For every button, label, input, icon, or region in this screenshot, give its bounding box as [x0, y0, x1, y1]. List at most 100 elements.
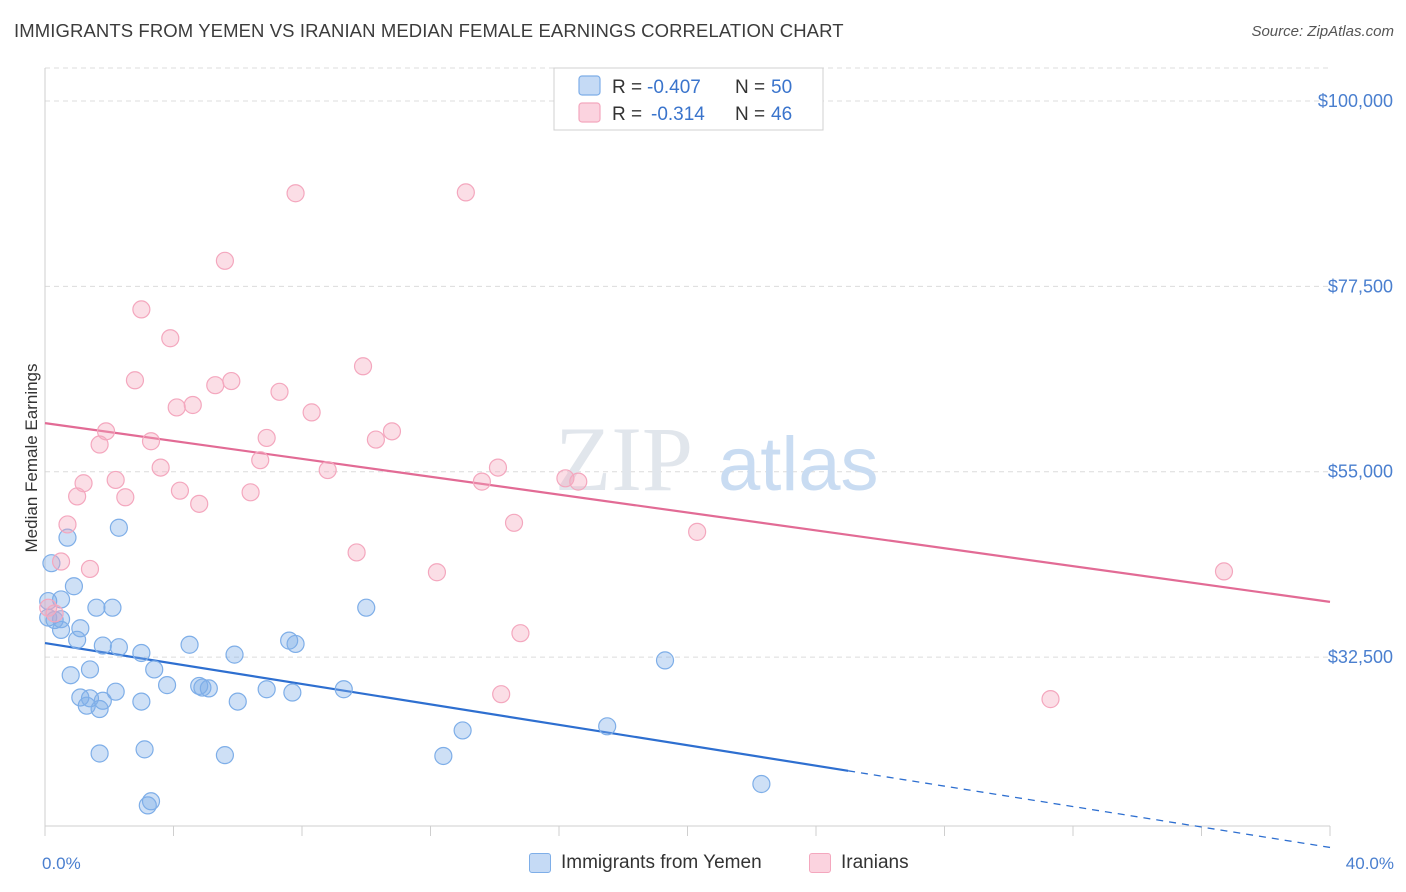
- data-point: [270, 382, 289, 401]
- data-point: [347, 543, 366, 562]
- legend-n-value-2: 46: [771, 104, 792, 125]
- data-point: [382, 422, 402, 441]
- data-point: [199, 679, 218, 698]
- data-point: [228, 692, 247, 711]
- data-point: [286, 634, 305, 654]
- data-point: [357, 598, 376, 617]
- data-point: [103, 598, 122, 617]
- y-axis-label: Median Female Earnings: [22, 364, 41, 553]
- watermark: ZIP atlas: [555, 408, 879, 510]
- legend-n-value-1: 50: [771, 77, 792, 98]
- data-point: [141, 432, 161, 451]
- data-point: [141, 792, 161, 811]
- legend-label-yemen: Immigrants from Yemen: [561, 852, 762, 873]
- data-point: [58, 528, 77, 547]
- legend-r-label-1: R =: [612, 77, 642, 98]
- data-point: [96, 422, 116, 441]
- axes: [44, 68, 1331, 836]
- data-point: [109, 518, 128, 537]
- data-point: [688, 522, 707, 541]
- data-point: [488, 458, 508, 477]
- y-tick-label: $100,000: [1318, 91, 1393, 111]
- data-point: [283, 683, 302, 702]
- y-tick-label: $32,500: [1328, 647, 1393, 667]
- source-label: Source: ZipAtlas.com: [1251, 23, 1394, 40]
- trend-line-0: [44, 642, 849, 772]
- data-point: [1041, 690, 1060, 709]
- data-point: [93, 691, 112, 710]
- data-point: [151, 458, 170, 477]
- data-point: [453, 721, 472, 740]
- data-point: [90, 744, 109, 763]
- legend-swatch-yemen: [578, 75, 601, 96]
- data-point: [132, 300, 151, 319]
- legend-r-value-1: -0.407: [647, 77, 701, 98]
- data-point: [145, 660, 164, 679]
- data-point: [504, 513, 524, 532]
- data-point: [80, 559, 100, 579]
- watermark-atlas: atlas: [718, 422, 879, 507]
- x-tick-labels: 0.0% 40.0%: [42, 854, 1394, 873]
- data-point: [51, 552, 71, 571]
- y-tick-label: $77,500: [1328, 276, 1393, 296]
- data-point: [215, 251, 234, 270]
- data-point: [434, 746, 453, 766]
- legend-swatch-yemen-bottom: [529, 853, 551, 873]
- data-point: [132, 643, 151, 663]
- data-point: [116, 488, 135, 507]
- trend-line-1: [44, 422, 1331, 603]
- x-tick-label-end: 40.0%: [1346, 854, 1394, 873]
- legend-swatch-iranians: [578, 102, 601, 123]
- data-point: [257, 680, 276, 699]
- data-point: [366, 430, 385, 449]
- data-points: [39, 183, 1234, 815]
- data-point: [45, 604, 64, 623]
- data-point: [492, 685, 511, 704]
- data-point: [132, 692, 151, 711]
- correlation-legend: R = -0.407 N = 50 R = -0.314 N = 46: [553, 67, 824, 131]
- data-point: [286, 184, 305, 203]
- data-point: [318, 460, 337, 480]
- y-tick-label: $55,000: [1328, 462, 1393, 482]
- data-point: [51, 620, 71, 640]
- data-point: [251, 451, 270, 470]
- legend-n-label-2: N =: [735, 104, 765, 125]
- series-legend: Immigrants from Yemen Iranians: [0, 852, 1406, 878]
- data-point: [1214, 562, 1234, 581]
- data-point: [161, 329, 180, 348]
- legend-item-iranians[interactable]: Iranians: [809, 852, 909, 874]
- trend-line-extension-0: [848, 770, 1331, 849]
- legend-swatch-iranians-bottom: [809, 853, 831, 873]
- data-point: [598, 717, 617, 736]
- data-point: [241, 483, 260, 502]
- data-point: [472, 472, 491, 491]
- data-point: [71, 619, 90, 638]
- data-point: [135, 740, 154, 759]
- data-point: [257, 428, 276, 448]
- data-point: [170, 481, 190, 500]
- data-point: [80, 660, 100, 679]
- legend-n-label-1: N =: [735, 77, 765, 98]
- data-point: [106, 682, 125, 701]
- data-point: [193, 678, 212, 697]
- y-tick-labels: $32,500 $55,000 $77,500 $100,000: [1318, 91, 1393, 667]
- data-point: [58, 515, 77, 534]
- data-point: [64, 577, 84, 596]
- data-point: [752, 774, 771, 794]
- data-point: [74, 474, 93, 493]
- legend-label-iranians: Iranians: [841, 852, 909, 873]
- data-point: [353, 357, 373, 376]
- data-point: [655, 651, 675, 670]
- data-point: [302, 403, 321, 422]
- data-point: [427, 563, 447, 582]
- data-point: [61, 666, 80, 685]
- data-point: [87, 598, 106, 617]
- data-point: [511, 624, 530, 643]
- x-tick-label-start: 0.0%: [42, 854, 81, 873]
- legend-item-yemen[interactable]: Immigrants from Yemen: [529, 852, 762, 874]
- data-point: [334, 680, 353, 699]
- legend-r-label-2: R =: [612, 104, 642, 125]
- data-point: [190, 494, 209, 513]
- gridlines: [45, 67, 1330, 658]
